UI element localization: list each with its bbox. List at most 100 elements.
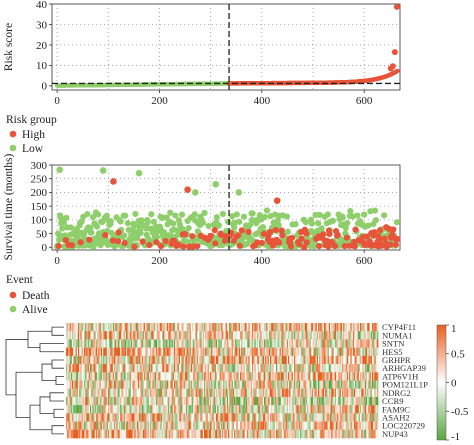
survival-point-alive — [263, 207, 271, 214]
heatmap-cell — [303, 405, 306, 414]
heatmap-cell — [182, 372, 184, 381]
heatmap-cell — [348, 380, 350, 390]
heatmap-cell — [198, 355, 200, 365]
heatmap-cell — [189, 396, 192, 406]
heatmap-cell — [313, 323, 315, 332]
heatmap-cell — [258, 339, 260, 348]
heatmap-cell — [231, 429, 234, 439]
heatmap-cell — [202, 413, 205, 422]
heatmap-cell — [247, 429, 249, 439]
heatmap-cell — [345, 413, 348, 422]
heatmap-cell — [104, 372, 106, 381]
heatmap-cell — [330, 421, 332, 431]
heatmap-cell — [300, 380, 302, 390]
heatmap-cell — [127, 405, 129, 414]
heatmap-cell — [121, 388, 123, 398]
heatmap-cell — [103, 388, 105, 398]
heatmap-cell — [231, 372, 234, 381]
heatmap-cell — [264, 405, 266, 414]
heatmap-cell — [285, 396, 288, 406]
heatmap-cell — [192, 413, 194, 422]
heatmap-cell — [337, 331, 339, 340]
survival-point-death — [316, 242, 323, 250]
heatmap-cell — [314, 323, 316, 332]
heatmap-cell — [69, 396, 72, 406]
heatmap-cell — [121, 372, 123, 381]
heatmap-cell — [118, 364, 121, 373]
heatmap-cell — [309, 355, 312, 365]
heatmap-cell — [301, 331, 303, 340]
heatmap-cell — [248, 421, 250, 431]
heatmap-cell — [302, 372, 304, 381]
heatmap-cell — [84, 323, 86, 332]
heatmap-cell — [283, 405, 285, 414]
heatmap-cell — [226, 347, 229, 357]
heatmap-cell — [362, 380, 364, 390]
heatmap-cell — [247, 323, 249, 332]
heatmap-cell — [303, 380, 306, 390]
heatmap-cell — [80, 380, 82, 390]
heatmap-cell — [345, 355, 348, 365]
heatmap-cell — [235, 323, 237, 332]
heatmap-cell — [140, 380, 142, 390]
heatmap-cell — [78, 380, 80, 390]
heatmap-cell — [219, 347, 222, 357]
heatmap-cell — [285, 413, 288, 422]
heatmap-cell — [349, 396, 351, 406]
heatmap-cell — [278, 380, 280, 390]
survival-point-alive — [371, 207, 379, 214]
heatmap-cell — [240, 372, 242, 381]
heatmap-cell — [178, 339, 181, 348]
heatmap-cell — [187, 396, 189, 406]
heatmap-cell — [144, 355, 146, 365]
heatmap-cell — [249, 388, 252, 398]
heatmap-cell — [132, 364, 134, 373]
heatmap-cell — [348, 331, 350, 340]
heatmap-cell — [182, 380, 184, 390]
heatmap-cell — [310, 421, 313, 431]
heatmap-cell — [271, 380, 273, 390]
heatmap-cell — [141, 355, 144, 365]
heatmap-cell — [164, 372, 166, 381]
heatmap-cell — [145, 388, 147, 398]
heatmap-cell — [111, 380, 114, 390]
heatmap-cell — [82, 323, 85, 332]
heatmap-cell — [144, 347, 146, 357]
heatmap-cell — [133, 421, 135, 431]
heatmap-cell — [266, 364, 268, 373]
heatmap-cell — [194, 364, 196, 373]
heatmap-cell — [94, 388, 97, 398]
heatmap-cell — [195, 388, 198, 398]
heatmap-cell — [208, 388, 211, 398]
heatmap-cell — [294, 331, 296, 340]
heatmap-cell — [368, 396, 370, 406]
heatmap-cell — [312, 372, 314, 381]
heatmap-cell — [274, 331, 277, 340]
heatmap-cell — [303, 413, 306, 422]
heatmap-cell — [193, 388, 195, 398]
heatmap-cell — [224, 355, 226, 365]
heatmap-cell — [154, 429, 157, 439]
heatmap-cell — [213, 347, 216, 357]
heatmap-cell — [351, 405, 354, 414]
heatmap-cell — [115, 380, 117, 390]
heatmap-cell — [96, 396, 98, 406]
heatmap-cell — [284, 405, 286, 414]
heatmap-cell — [274, 396, 277, 406]
heatmap-panel: CYP4F11NUMA1SNTNHES5GRHPRARHGAP39ATP6V1H… — [5, 322, 428, 439]
heatmap-cell — [84, 429, 86, 439]
heatmap-cell — [158, 429, 160, 439]
heatmap-cell — [123, 413, 126, 422]
heatmap-cell — [138, 413, 140, 422]
heatmap-cell — [152, 323, 154, 332]
heatmap-cell — [85, 429, 87, 439]
heatmap-cell — [138, 388, 140, 398]
heatmap-cell — [296, 323, 298, 332]
heatmap-cell — [134, 339, 136, 348]
survival-point-alive — [292, 221, 299, 228]
heatmap-cell — [76, 355, 79, 365]
heatmap-cell — [142, 372, 145, 381]
heatmap-cell — [252, 347, 254, 357]
heatmap-cell — [252, 429, 254, 439]
heatmap-cell — [258, 372, 260, 381]
